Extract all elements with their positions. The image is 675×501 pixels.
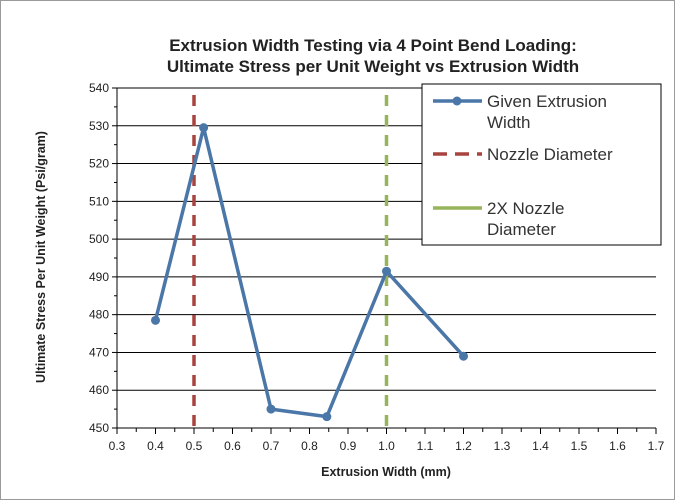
legend-label: Nozzle Diameter bbox=[487, 145, 613, 164]
x-tick-label: 0.3 bbox=[109, 439, 126, 453]
x-tick-label: 1.6 bbox=[609, 439, 626, 453]
legend-label: Given Extrusion bbox=[487, 92, 607, 111]
legend-label: Width bbox=[487, 113, 530, 132]
chart-title-line-2: Ultimate Stress per Unit Weight vs Extru… bbox=[167, 57, 579, 76]
data-point bbox=[266, 404, 276, 414]
y-tick-label: 490 bbox=[89, 270, 109, 284]
series-line bbox=[153, 125, 465, 419]
legend-symbol-marker bbox=[452, 96, 462, 106]
y-tick-label: 510 bbox=[89, 194, 109, 208]
legend-label: 2X Nozzle bbox=[487, 199, 564, 218]
x-axis-label: Extrusion Width (mm) bbox=[321, 465, 451, 479]
y-tick-label: 520 bbox=[89, 157, 109, 171]
y-tick-label: 530 bbox=[89, 119, 109, 133]
data-point bbox=[199, 123, 209, 133]
chart-title-line-1: Extrusion Width Testing via 4 Point Bend… bbox=[169, 36, 577, 55]
x-tick-label: 1.1 bbox=[417, 439, 434, 453]
x-tick-label: 0.4 bbox=[147, 439, 164, 453]
y-tick-label: 480 bbox=[89, 308, 109, 322]
legend-box bbox=[421, 83, 662, 246]
x-tick-label: 0.7 bbox=[263, 439, 280, 453]
y-tick-label: 540 bbox=[89, 81, 109, 95]
x-tick-label: 1.2 bbox=[455, 439, 472, 453]
x-tick-label: 0.9 bbox=[340, 439, 357, 453]
legend: Given Extrusion Width Nozzle Diameter 2X No… bbox=[421, 83, 662, 246]
y-tick-label: 450 bbox=[89, 421, 109, 435]
x-tick-label: 1.5 bbox=[571, 439, 588, 453]
y-tick-label: 460 bbox=[89, 383, 109, 397]
x-tick-label: 0.5 bbox=[186, 439, 203, 453]
x-tick-label: 0.8 bbox=[301, 439, 318, 453]
y-tick-label: 500 bbox=[89, 232, 109, 246]
data-point bbox=[382, 266, 391, 276]
y-tick-label: 470 bbox=[89, 345, 109, 359]
y-axis-label: Ultimate Stress Per Unit Weight (Psi/gra… bbox=[34, 131, 48, 383]
x-tick-label: 1.3 bbox=[494, 439, 511, 453]
legend-label: Diameter bbox=[487, 220, 556, 239]
x-tick-label: 1.4 bbox=[532, 439, 549, 453]
data-point bbox=[151, 315, 160, 325]
data-point bbox=[322, 412, 332, 422]
x-tick-label: 0.6 bbox=[224, 439, 241, 453]
x-tick-label: 1.0 bbox=[378, 439, 395, 453]
x-tick-label: 1.7 bbox=[648, 439, 665, 453]
data-point bbox=[459, 351, 468, 361]
